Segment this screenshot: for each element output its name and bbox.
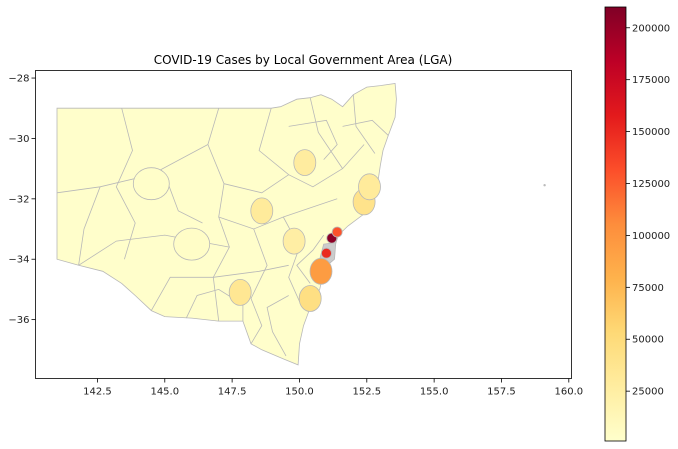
lga-region — [309, 257, 333, 285]
x-tick-label: 160.0 — [554, 387, 583, 398]
y-tick-label: −34 — [8, 255, 29, 266]
x-tick-label: 152.5 — [352, 387, 381, 398]
y-tick-label: −32 — [8, 194, 29, 205]
lga-boundary — [250, 228, 268, 345]
x-tick-label: 145.0 — [150, 387, 179, 398]
lga-boundary — [78, 186, 101, 266]
colorbar-tick-label: 150000 — [632, 127, 670, 138]
lga-boundary — [115, 108, 136, 260]
lga-region — [298, 285, 322, 312]
colorbar-tick-label: 125000 — [632, 179, 670, 190]
lga-boundary — [342, 119, 389, 136]
lga-region — [331, 226, 343, 238]
colorbar-tick-label: 25000 — [632, 387, 664, 398]
y-tick-label: −30 — [8, 134, 29, 145]
lga-region — [132, 167, 170, 201]
colorbar-ticks: 25000 50000 75000 100000 125000 150000 175000 2… — [626, 23, 670, 398]
lga-boundary — [266, 295, 289, 357]
x-tick-label: 150.0 — [285, 387, 314, 398]
y-tick-label: −28 — [8, 74, 29, 85]
colorbar-scale — [604, 6, 627, 442]
island-marker — [543, 184, 546, 187]
chart-title: COVID-19 Cases by Local Government Area … — [154, 53, 453, 67]
lga-boundary — [288, 119, 338, 160]
colorbar: 25000 50000 75000 100000 125000 150000 175000 2… — [604, 6, 670, 442]
colorbar-tick-label: 175000 — [632, 75, 670, 86]
colorbar-tick-label: 200000 — [632, 23, 670, 34]
x-axis: 142.5 145.0 147.5 150.0 152.5 155.0 157.5 160.0 — [83, 378, 583, 398]
x-tick-label: 157.5 — [487, 387, 516, 398]
lga-boundary — [223, 174, 289, 194]
lga-region — [320, 247, 332, 259]
lga-boundary — [185, 288, 244, 322]
x-tick-label: 155.0 — [420, 387, 449, 398]
y-axis: −28 −30 −32 −34 −36 — [8, 74, 36, 326]
lga-region — [250, 197, 274, 225]
x-tick-label: 147.5 — [218, 387, 247, 398]
colorbar-tick-label: 100000 — [632, 231, 670, 242]
lga-region — [228, 278, 252, 306]
map-layer — [56, 83, 546, 366]
y-tick-label: −36 — [8, 315, 29, 326]
lga-boundary — [352, 94, 376, 154]
x-tick-label: 142.5 — [83, 387, 112, 398]
colorbar-tick-label: 50000 — [632, 335, 664, 346]
lga-boundary — [309, 97, 343, 169]
lga-region — [358, 173, 381, 201]
colorbar-tick-label: 75000 — [632, 283, 664, 294]
lga-boundary — [56, 144, 209, 194]
lga-boundary — [258, 108, 365, 188]
map-axes: 142.5 145.0 147.5 150.0 152.5 155.0 157.5 160.0… — [8, 70, 583, 398]
lga-boundary — [150, 264, 289, 311]
lga-region — [173, 227, 211, 261]
lga-boundary — [296, 234, 325, 284]
lga-region — [293, 149, 317, 177]
lga-region — [282, 227, 306, 255]
